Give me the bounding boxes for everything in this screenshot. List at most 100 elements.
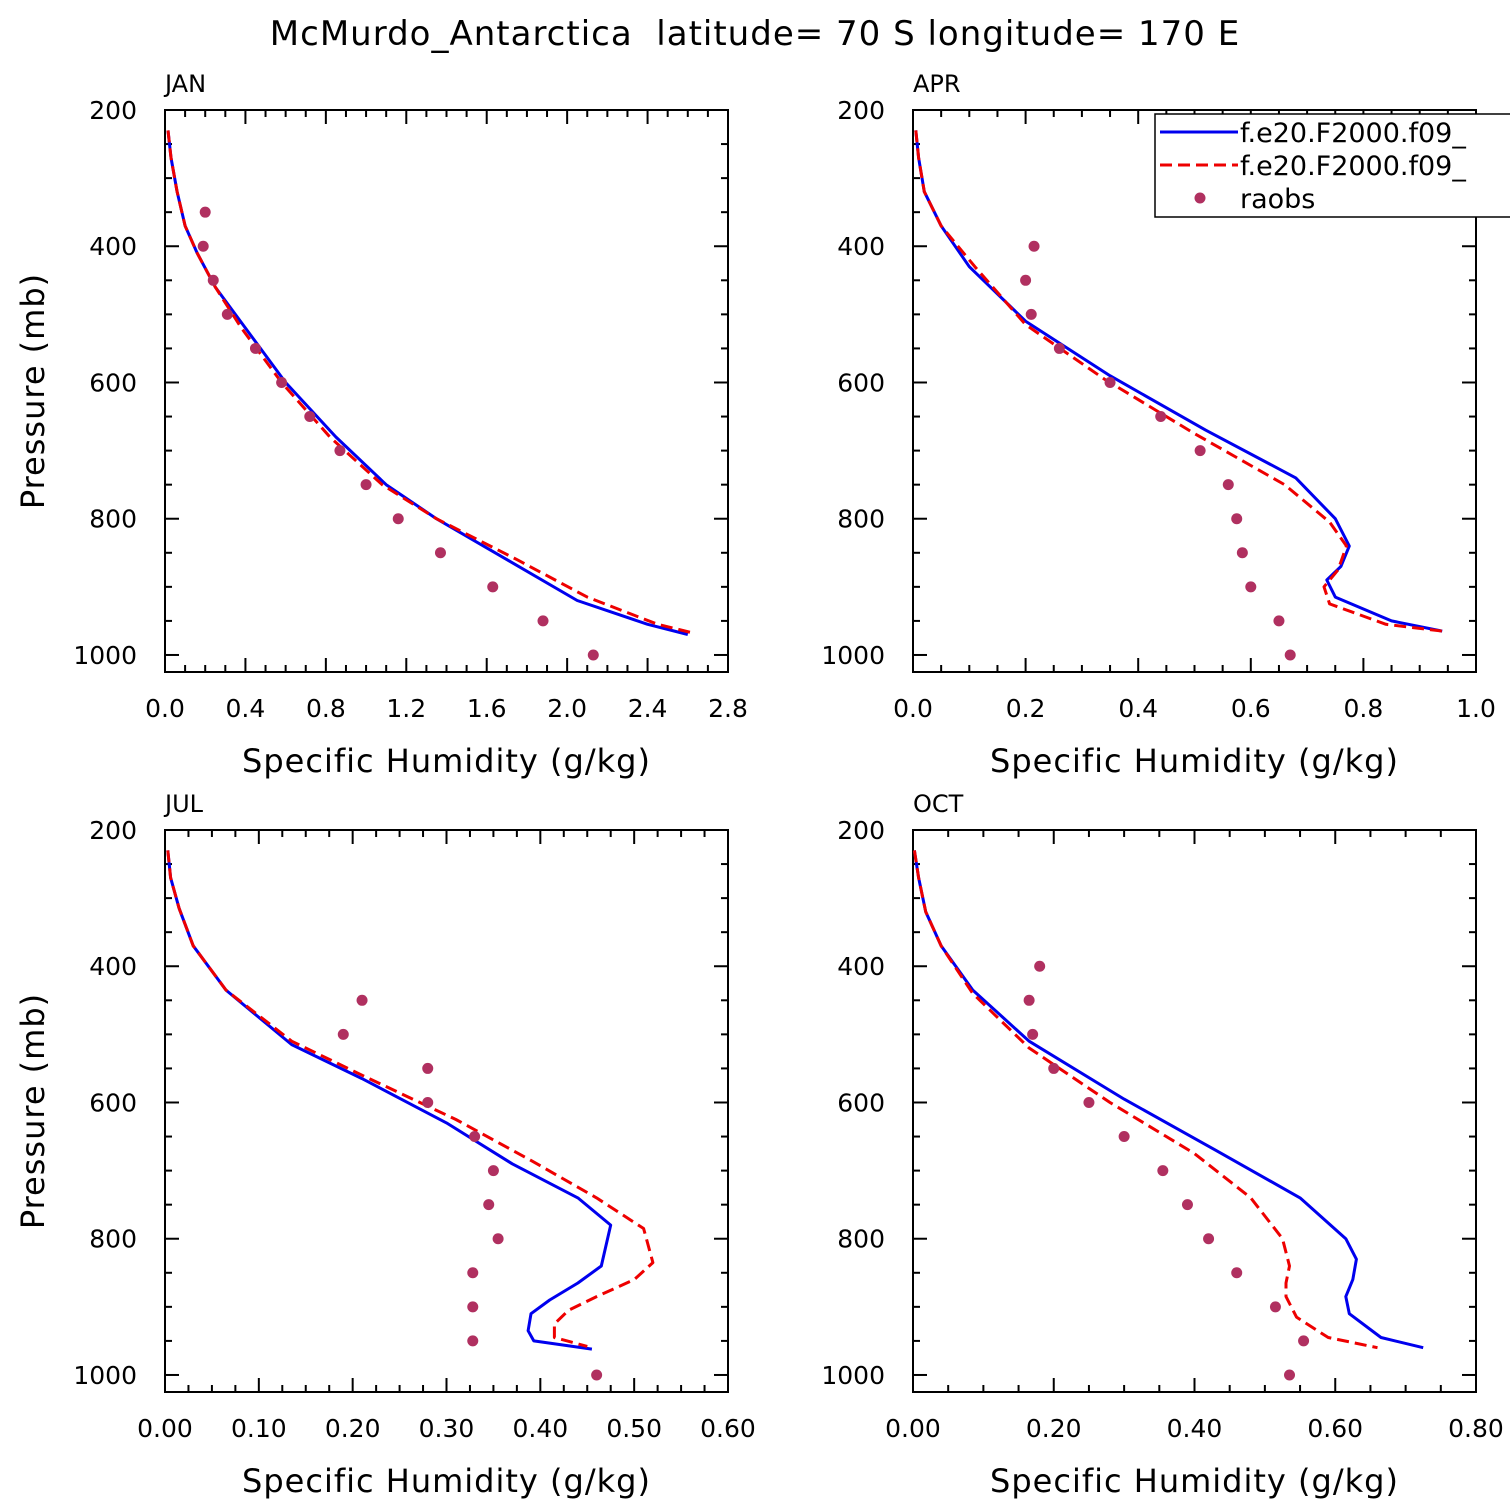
raobs-point (469, 1131, 481, 1143)
raobs-point (1028, 240, 1040, 252)
raobs-point (1298, 1335, 1310, 1347)
x-tick-label: 0.20 (325, 1414, 381, 1443)
raobs-point (337, 1028, 349, 1040)
series-group (166, 130, 695, 661)
series-line-solid (166, 850, 613, 1351)
raobs-point (434, 547, 446, 559)
plot-frame (164, 829, 729, 1393)
legend-label: f.e20.F2000.f09_ (1240, 151, 1466, 182)
panel-title: APR (913, 70, 961, 98)
x-axis-label: Specific Humidity (g/kg) (242, 742, 651, 780)
raobs-point (1025, 308, 1037, 320)
raobs-point (467, 1335, 479, 1347)
raobs-point (1236, 547, 1248, 559)
raobs-point (1034, 960, 1046, 972)
series-group (913, 850, 1424, 1381)
y-tick-label: 1000 (73, 1361, 137, 1390)
raobs-point (1231, 513, 1243, 525)
x-tick-label: 0.8 (306, 694, 346, 723)
plot-frame (912, 829, 1477, 1393)
x-tick-label: 0.2 (1006, 694, 1046, 723)
raobs-point (487, 581, 499, 593)
x-tick-label: 1.6 (467, 694, 507, 723)
x-tick-label: 0.4 (1118, 694, 1158, 723)
y-tick-label: 600 (837, 1088, 885, 1117)
raobs-point (207, 274, 219, 286)
y-tick-label: 400 (837, 952, 885, 981)
raobs-point (1269, 1301, 1281, 1313)
raobs-point (199, 206, 211, 218)
raobs-point (1181, 1199, 1193, 1211)
x-tick-label: 2.8 (708, 694, 748, 723)
x-tick-label: 0.00 (885, 1414, 941, 1443)
raobs-point (1048, 1062, 1060, 1074)
y-tick-label: 200 (837, 816, 885, 845)
panel-oct: OCT 0.00 0.20 0.40 0.60 0.80 200 400 600 800 1000 S… (821, 790, 1503, 1500)
x-tick-label: 0.60 (1307, 1414, 1363, 1443)
panel-jul: JUL 0.00 0.10 0.20 0.30 0.40 0.50 0.60 200 400 600… (14, 790, 756, 1500)
x-axis-label: Specific Humidity (g/kg) (990, 1462, 1399, 1500)
y-axis-label: Pressure (mb) (14, 273, 52, 509)
figure-title: McMurdo_Antarctica latitude= 70 S longit… (270, 14, 1240, 54)
series-line-solid (166, 130, 689, 636)
series-line-dashed (914, 130, 1443, 633)
y-tick-label: 200 (89, 816, 137, 845)
raobs-point (1053, 342, 1065, 354)
raobs-point (221, 308, 233, 320)
y-tick-label: 1000 (73, 641, 137, 670)
raobs-point (197, 240, 209, 252)
y-tick-label: 800 (837, 505, 885, 534)
raobs-point (1203, 1233, 1215, 1245)
raobs-point (467, 1267, 479, 1279)
raobs-point (334, 445, 346, 457)
series-line-dashed (166, 130, 695, 635)
y-tick-label: 800 (89, 1225, 137, 1254)
series-group (914, 130, 1443, 661)
y-tick-label: 200 (837, 96, 885, 125)
x-tick-label: 2.0 (547, 694, 587, 723)
raobs-point (1083, 1096, 1095, 1108)
y-tick-label: 600 (837, 368, 885, 397)
y-tick-label: 800 (89, 505, 137, 534)
series-line-dashed (913, 850, 1378, 1350)
raobs-point (1284, 649, 1296, 661)
x-tick-label: 0.4 (226, 694, 266, 723)
series-group (166, 850, 655, 1381)
x-tick-label: 0.0 (145, 694, 185, 723)
raobs-point (467, 1301, 479, 1313)
raobs-point (422, 1096, 434, 1108)
plot-frame (164, 109, 729, 673)
raobs-point (1194, 445, 1206, 457)
y-tick-label: 400 (89, 232, 137, 261)
panel-title: JAN (163, 70, 206, 98)
y-tick-label: 400 (837, 232, 885, 261)
y-tick-label: 1000 (821, 641, 885, 670)
raobs-point (1155, 411, 1167, 423)
raobs-point (487, 1165, 499, 1177)
x-tick-label: 0.0 (893, 694, 933, 723)
raobs-point (1118, 1131, 1130, 1143)
x-tick-label: 0.6 (1231, 694, 1271, 723)
x-tick-label: 0.8 (1344, 694, 1384, 723)
raobs-point (1157, 1165, 1169, 1177)
series-line-solid (913, 850, 1424, 1350)
y-tick-label: 1000 (821, 1361, 885, 1390)
x-tick-label: 0.40 (512, 1414, 568, 1443)
x-tick-label: 0.50 (606, 1414, 662, 1443)
raobs-point (1023, 994, 1035, 1006)
panel-title: JUL (163, 790, 204, 818)
raobs-point (356, 994, 368, 1006)
raobs-point (537, 615, 549, 627)
raobs-point (591, 1369, 603, 1381)
legend-label: f.e20.F2000.f09_ (1240, 118, 1466, 149)
y-tick-label: 600 (89, 1088, 137, 1117)
raobs-point (422, 1062, 434, 1074)
panels: JAN 0.0 0.4 0.8 1.2 1.6 2.0 2.4 2.8 200 400 600 800 1… (14, 70, 1504, 1500)
raobs-point (1231, 1267, 1243, 1279)
x-tick-label: 0.40 (1167, 1414, 1223, 1443)
y-axis-label: Pressure (mb) (14, 993, 52, 1229)
raobs-point (1284, 1369, 1296, 1381)
x-tick-label: 0.30 (419, 1414, 475, 1443)
raobs-point (360, 479, 372, 491)
